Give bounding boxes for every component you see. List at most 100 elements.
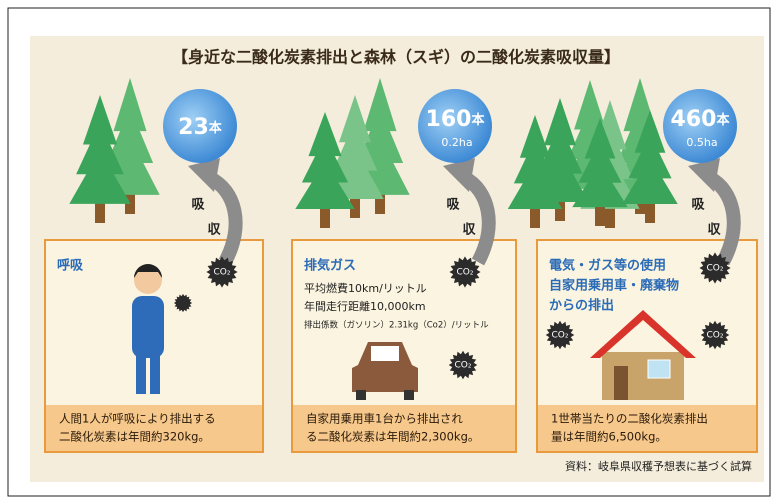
tree — [339, 95, 371, 143]
count-circle — [663, 89, 737, 163]
caption-band — [46, 405, 262, 451]
co2-label: CO₂ — [707, 264, 724, 274]
absorb-char: 吸 — [691, 198, 705, 213]
panel-caption: る二酸化炭素は年間約2,300kg。 — [306, 430, 479, 444]
absorb-char: 収 — [207, 223, 221, 238]
count-circle — [163, 89, 237, 163]
house-door — [614, 366, 628, 400]
person-hair — [134, 264, 162, 278]
count-number: 160 — [426, 107, 472, 132]
person-head — [134, 266, 162, 294]
absorb-arrowhead — [443, 158, 475, 192]
co2-label: CO₂ — [457, 268, 474, 278]
co2-label: CO₂ — [707, 331, 724, 341]
co2-badge — [206, 256, 238, 288]
absorb-arrowhead — [688, 158, 720, 192]
forest-area: 0.5ha — [686, 136, 717, 149]
absorb-char: 吸 — [446, 198, 460, 213]
count-unit: 本 — [716, 112, 729, 128]
tree — [106, 107, 154, 163]
tree — [82, 95, 118, 145]
absorb-arrow — [461, 171, 496, 266]
car-wheel — [404, 390, 414, 400]
tree — [628, 133, 672, 179]
source: 資料：岐阜県収穫予想表に基づく試算 — [565, 459, 752, 473]
count-number: 23 — [178, 115, 209, 140]
person-body — [132, 296, 164, 358]
count-circle — [418, 89, 492, 163]
person-leg — [136, 350, 146, 394]
caption-band — [293, 405, 515, 451]
panel-caption: 二酸化炭素は年間約320kg。 — [59, 430, 210, 444]
tree-trunk — [125, 190, 135, 214]
tree — [356, 107, 404, 163]
co2-badge — [449, 256, 481, 288]
tree — [544, 98, 576, 146]
house-window — [647, 359, 671, 379]
tree — [634, 110, 666, 153]
tree-trunk — [350, 194, 360, 218]
tree-trunk — [95, 199, 105, 223]
car-body — [352, 342, 418, 392]
panel-heading: 自家用乗用車・廃棄物 — [549, 278, 679, 294]
tree — [69, 150, 131, 204]
panel-heading: 呼吸 — [57, 258, 84, 274]
absorb-char: 収 — [707, 223, 721, 238]
tree-count: 460本 — [671, 107, 730, 132]
tree — [578, 140, 622, 183]
panel-heading: からの排出 — [549, 298, 614, 314]
co2-label: CO₂ — [455, 361, 472, 371]
panel-detail: 排出係数（ガソリン）2.31kg（Co2）/リットル — [304, 320, 489, 331]
tree — [513, 138, 557, 184]
tree — [326, 147, 384, 199]
tree-trunk — [530, 204, 540, 228]
co2-badge — [448, 350, 478, 380]
absorb-char: 吸 — [191, 198, 205, 213]
tree-count: 23本 — [178, 115, 222, 140]
car-wheel — [356, 390, 366, 400]
tree — [295, 161, 355, 210]
panel-caption: 自家用乗用車1台から排出され — [306, 412, 463, 426]
absorb-arrowhead — [188, 158, 220, 192]
house-roof — [590, 310, 696, 358]
tree-trunk — [320, 204, 330, 228]
absorb-arrow — [706, 171, 741, 266]
title: 【身近な二酸化炭素排出と森林（スギ）の二酸化炭素吸収量】 — [172, 48, 620, 67]
tree-trunk — [375, 190, 385, 214]
artwork: 吸収23本呼吸人間1人が呼吸により排出する二酸化炭素は年間約320kg。CO₂吸… — [44, 78, 758, 453]
tree — [507, 162, 563, 210]
tree-trunk — [645, 199, 655, 223]
caption-band — [538, 405, 756, 451]
absorb-arrow — [206, 171, 243, 266]
panel-caption: 量は年間約6,500kg。 — [551, 430, 667, 444]
tree-trunk — [605, 204, 615, 228]
tree — [584, 118, 616, 159]
car-window — [371, 346, 399, 361]
panel-detail: 年間走行距離10,000km — [304, 299, 426, 313]
person-leg — [150, 350, 160, 394]
count-unit: 本 — [209, 120, 222, 136]
tree — [537, 124, 583, 174]
co2-label: CO₂ — [552, 331, 569, 341]
tree — [113, 78, 147, 132]
tree — [332, 121, 378, 171]
tree — [572, 163, 628, 208]
co2-badge — [700, 320, 730, 350]
panel-detail: 平均燃費10km/リットル — [304, 281, 427, 295]
co2-label: CO₂ — [214, 268, 231, 278]
tree-trunk — [595, 202, 605, 226]
count-unit: 本 — [471, 112, 484, 128]
tree-count: 160本 — [426, 107, 485, 132]
count-number: 460 — [671, 107, 717, 132]
tree — [76, 122, 124, 175]
panel-heading: 排気ガス — [304, 258, 356, 274]
panel-heading: 電気・ガス等の使用 — [549, 258, 666, 274]
co2-badge — [545, 320, 575, 350]
tree — [308, 112, 342, 157]
tree — [622, 157, 678, 205]
tree — [519, 115, 551, 158]
tree — [574, 80, 606, 130]
co2-badge — [699, 252, 731, 284]
panel-caption: 1世帯当たりの二酸化炭素排出 — [551, 412, 708, 426]
